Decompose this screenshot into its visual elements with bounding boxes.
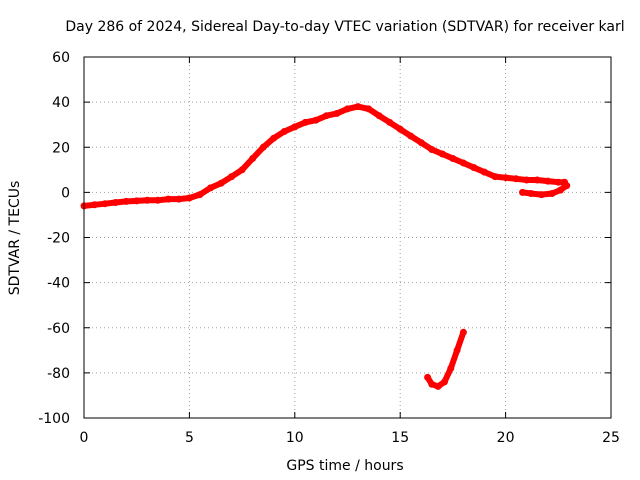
data-point-main-track	[481, 168, 488, 176]
series-layer	[80, 103, 571, 390]
chart-title: Day 286 of 2024, Sidereal Day-to-day VTE…	[65, 19, 624, 35]
y-tick-label: -60	[47, 321, 70, 337]
data-point-main-track	[417, 139, 425, 147]
data-point-main-track	[533, 176, 541, 184]
data-point-main-track	[143, 196, 151, 204]
data-point-low-arc	[424, 373, 432, 381]
data-point-tail-loop	[563, 182, 571, 190]
data-point-main-track	[280, 128, 288, 135]
data-point-main-track	[185, 194, 193, 202]
data-point-main-track	[91, 201, 98, 209]
data-point-main-track	[459, 159, 467, 167]
data-point-tail-loop	[527, 190, 535, 197]
y-tick-label: -40	[47, 276, 70, 292]
data-point-main-track	[554, 178, 562, 186]
data-point-tail-loop	[519, 188, 526, 196]
x-tick-label: 10	[286, 430, 304, 446]
data-point-main-track	[196, 191, 204, 199]
x-tick-label: 25	[602, 430, 620, 446]
x-tick-label: 15	[391, 430, 409, 446]
data-point-main-track	[523, 176, 531, 184]
data-point-low-arc	[459, 328, 467, 336]
data-point-low-arc	[441, 378, 448, 386]
y-axis-title: SDTVAR / TECUs	[7, 181, 23, 296]
data-point-main-track	[354, 103, 362, 111]
data-point-low-arc	[453, 346, 461, 354]
data-point-low-arc	[434, 382, 442, 390]
data-point-main-track	[502, 174, 510, 182]
data-point-main-track	[291, 123, 299, 131]
data-point-main-track	[175, 195, 183, 203]
data-point-main-track	[544, 177, 552, 185]
data-point-main-track	[270, 134, 278, 142]
y-tick-label: 0	[61, 185, 70, 201]
data-point-main-track	[322, 112, 330, 120]
plot-frame	[83, 56, 612, 419]
data-point-main-track	[438, 150, 446, 158]
x-tick-label: 0	[80, 430, 89, 446]
data-point-main-track	[112, 199, 120, 206]
y-tick-label: 20	[52, 140, 70, 156]
data-point-main-track	[491, 173, 499, 181]
data-point-main-track	[122, 197, 130, 205]
data-point-main-track	[407, 132, 415, 140]
x-tick-label: 20	[497, 430, 515, 446]
data-point-main-track	[333, 109, 341, 117]
data-point-main-track	[470, 164, 478, 172]
y-tick-label: -80	[47, 366, 70, 382]
data-point-main-track	[428, 146, 436, 153]
y-tick-label: -100	[38, 411, 70, 427]
data-point-main-track	[101, 200, 109, 208]
data-point-main-track	[365, 105, 373, 113]
x-tick-label: 5	[185, 430, 194, 446]
data-point-main-track	[312, 116, 320, 124]
data-point-main-track	[344, 105, 351, 113]
data-point-low-arc	[447, 364, 455, 372]
data-point-tail-loop	[537, 191, 545, 199]
data-point-low-arc	[428, 380, 436, 388]
data-point-main-track	[154, 196, 162, 204]
data-point-main-track	[228, 173, 236, 181]
data-point-main-track	[396, 125, 404, 133]
data-point-main-track	[164, 195, 172, 203]
data-point-main-track	[301, 118, 309, 126]
data-point-main-track	[386, 118, 394, 126]
y-tick-label: 60	[52, 50, 70, 66]
data-point-main-track	[217, 179, 225, 187]
y-tick-label: 40	[52, 95, 70, 111]
data-point-main-track	[259, 143, 267, 151]
y-tick-label: -20	[47, 231, 70, 247]
data-point-main-track	[207, 184, 214, 192]
x-axis-title: GPS time / hours	[286, 458, 403, 474]
data-point-tail-loop	[548, 190, 556, 197]
data-point-main-track	[449, 155, 457, 162]
grid-lines	[84, 57, 611, 418]
data-point-tail-loop	[556, 186, 564, 194]
data-point-main-track	[512, 175, 520, 183]
data-point-main-track	[133, 197, 141, 205]
data-point-main-track	[249, 155, 257, 162]
data-point-main-track	[238, 166, 246, 174]
data-point-main-track	[375, 112, 383, 120]
